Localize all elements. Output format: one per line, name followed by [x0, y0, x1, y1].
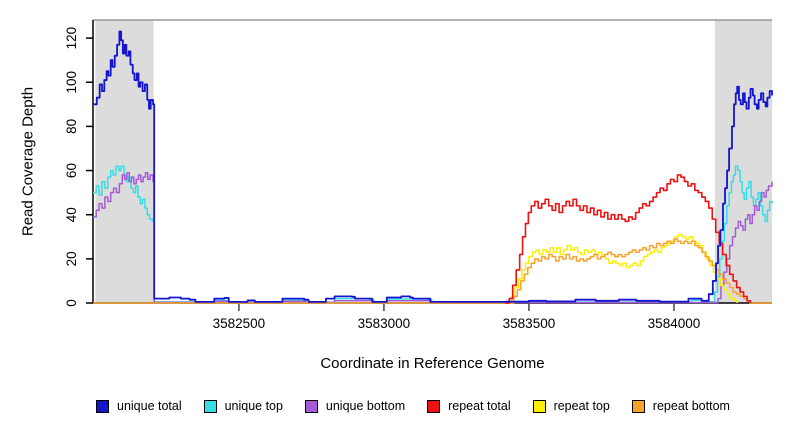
series-line-unique-total	[93, 30, 773, 303]
y-tick-label: 40	[64, 207, 79, 222]
legend-swatch-unique-top	[203, 399, 217, 413]
legend-item-unique-bottom: unique bottom	[304, 399, 406, 413]
y-tick-label: 120	[64, 27, 79, 50]
series-line-repeat-top	[507, 233, 738, 304]
y-axis-title: Read Coverage Depth	[19, 86, 37, 237]
x-tick-label: 3582500	[213, 316, 266, 331]
series-line-repeat-bottom	[93, 238, 772, 304]
y-tick-label: 60	[64, 163, 79, 178]
legend-swatch-unique-bottom	[304, 399, 318, 413]
y-tick-label: 80	[64, 119, 79, 134]
y-tick-label: 20	[64, 251, 79, 266]
series-line-unique-top	[93, 165, 773, 303]
series-line-repeat-total	[505, 174, 752, 304]
legend-swatch-repeat-top	[532, 399, 546, 413]
x-tick-label: 3583000	[358, 316, 411, 331]
legend-item-repeat-bottom: repeat bottom	[631, 399, 730, 413]
legend-label-repeat-bottom: repeat bottom	[652, 399, 730, 413]
legend-item-repeat-top: repeat top	[532, 399, 610, 413]
y-tick-label: 100	[64, 71, 79, 94]
legend-label-unique-bottom: unique bottom	[325, 399, 406, 413]
x-tick-label: 3583500	[503, 316, 556, 331]
shaded-region-right	[714, 20, 772, 303]
legend-swatch-repeat-total	[427, 399, 441, 413]
x-tick-label: 3584000	[648, 316, 701, 331]
x-axis-title: Coordinate in Reference Genome	[320, 355, 545, 372]
legend-item-unique-total: unique total	[96, 399, 182, 413]
legend-item-unique-top: unique top	[203, 399, 283, 413]
legend-label-unique-top: unique top	[224, 399, 283, 413]
legend-swatch-repeat-bottom	[631, 399, 645, 413]
legend-label-repeat-total: repeat total	[448, 399, 511, 413]
legend-swatch-unique-total	[96, 399, 109, 413]
legend: unique total unique top unique bottom re…	[96, 399, 730, 413]
legend-label-unique-total: unique total	[117, 399, 182, 413]
shaded-region-left	[95, 20, 154, 303]
series-line-unique-bottom	[93, 172, 773, 304]
legend-item-repeat-total: repeat total	[427, 399, 511, 413]
legend-label-repeat-top: repeat top	[553, 399, 610, 413]
y-tick-label: 0	[64, 299, 79, 307]
